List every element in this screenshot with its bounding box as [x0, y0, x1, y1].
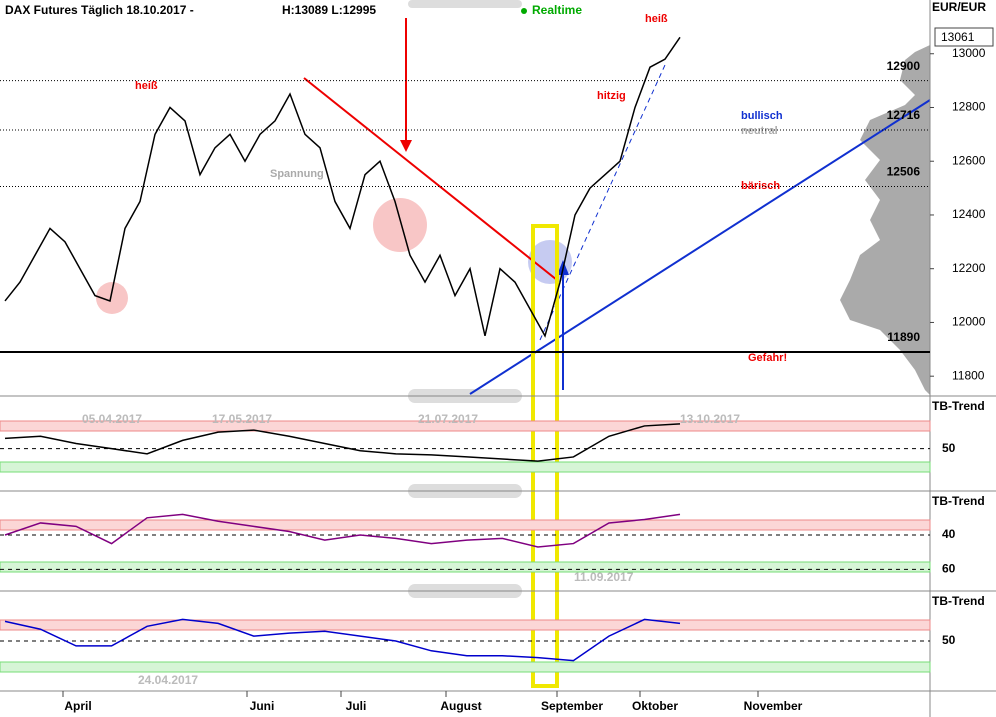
panel-label: TB-Trend [932, 494, 985, 508]
y-tick-label: 12400 [952, 207, 986, 221]
status: Realtime [532, 3, 582, 17]
scroll-handle [408, 0, 522, 8]
band-lower [0, 661, 931, 673]
panel-label: TB-Trend [932, 594, 985, 608]
y-tick-label: 11800 [952, 368, 985, 382]
last-price-box [934, 27, 994, 47]
date-label: 17.05.2017 [212, 412, 272, 426]
y-tick-label: 50 [942, 441, 956, 455]
band-lower [0, 461, 931, 473]
y-tick-label: 60 [942, 562, 956, 576]
line [4, 423, 681, 462]
y-tick-label: 12000 [952, 315, 986, 329]
highlight-circle [373, 198, 427, 252]
annotation: Gefahr! [748, 352, 787, 364]
x-tick-label: September [541, 699, 603, 713]
x-tick-label: November [744, 699, 803, 713]
annotation: bullisch [741, 110, 783, 122]
line [4, 618, 681, 662]
volume-profile [840, 45, 930, 395]
annotation: heiß [645, 13, 668, 25]
level-label: 12716 [887, 108, 921, 122]
y-tick-label: 13000 [952, 46, 986, 60]
status-dot [521, 8, 527, 14]
annotation: neutral [741, 125, 778, 137]
date-label: 13.10.2017 [680, 412, 740, 426]
trend-line [303, 77, 558, 281]
highlight-circle [96, 282, 128, 314]
x-tick-label: Juni [250, 699, 275, 713]
panel-label: TB-Trend [932, 399, 985, 413]
annotation: hitzig [597, 90, 626, 102]
line [4, 36, 681, 338]
band-upper [0, 420, 931, 432]
level-label: 12506 [887, 165, 921, 179]
highlight-box [531, 224, 559, 688]
trend-line [469, 99, 931, 395]
date-label: 11.09.2017 [574, 570, 634, 584]
y-tick-label: 50 [942, 633, 956, 647]
date-label: 21.07.2017 [418, 412, 478, 426]
level-label: 11890 [887, 330, 920, 344]
date-label: 24.04.2017 [138, 673, 198, 687]
annotation: Spannung [270, 168, 324, 180]
level-label: 12900 [887, 59, 921, 73]
y-tick-label: 12800 [952, 100, 986, 114]
arrow-head [400, 140, 412, 152]
x-tick-label: Oktober [632, 699, 678, 713]
line [4, 513, 681, 548]
band-lower [0, 561, 931, 573]
y-tick-label: 40 [942, 527, 956, 541]
unit-label: EUR/EUR [932, 0, 986, 14]
x-tick-label: April [64, 699, 91, 713]
band-upper [0, 619, 931, 631]
y-tick-label: 12200 [952, 261, 986, 275]
y-tick-label: 12600 [952, 153, 986, 167]
x-tick-label: August [440, 699, 481, 713]
date-label: 05.04.2017 [82, 412, 142, 426]
x-tick-label: Juli [346, 699, 367, 713]
chart-subtitle: H:13089 L:12995 [282, 3, 376, 17]
chart-title: DAX Futures Täglich 18.10.2017 - [5, 3, 194, 17]
annotation: bärisch [741, 180, 780, 192]
last-price: 13061 [941, 30, 975, 44]
band-upper [0, 519, 931, 531]
annotation: heiß [135, 80, 158, 92]
